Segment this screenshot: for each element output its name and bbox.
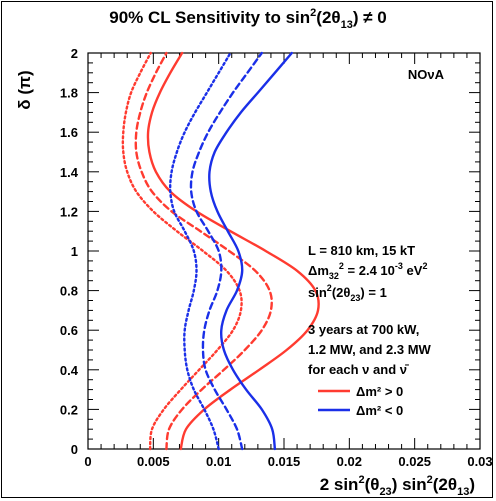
annotation-exposure-3: for each ν and ν̄ — [308, 362, 409, 377]
x-tick-label: 0.01 — [206, 454, 231, 469]
annotation-baseline: L = 810 km, 15 kT — [308, 243, 415, 258]
annotation-exposure-1: 3 years at 700 kW, — [308, 322, 419, 337]
x-tick-label: 0.005 — [137, 454, 170, 469]
annotation-theta23: sin2(2θ23) = 1 — [308, 283, 387, 303]
series-layer — [121, 51, 320, 451]
legend: Δm² > 0 Δm² < 0 — [318, 384, 403, 418]
y-tick-label: 1.8 — [60, 86, 78, 101]
legend-label-inverted: Δm² < 0 — [356, 403, 403, 418]
legend-label-normal: Δm² > 0 — [356, 384, 403, 399]
axis-ticks: 0 0.005 0.01 0.015 0.02 0.025 0.03 0 0.2 0.4 0.6 0.… — [60, 46, 493, 469]
series-line-inverted-solid — [208, 51, 293, 451]
series-line-inverted-dashed — [189, 51, 263, 451]
series-line-inverted-dotted — [168, 51, 232, 451]
x-tick-label: 0.02 — [337, 454, 362, 469]
y-tick-label: 1.4 — [60, 165, 79, 180]
x-tick-label: 0.03 — [467, 454, 492, 469]
y-tick-label: 0.6 — [60, 323, 78, 338]
annotation-exposure-2: 1.2 MW, and 2.3 MW — [308, 342, 432, 357]
y-tick-label: 0.2 — [60, 402, 78, 417]
plot-area — [87, 52, 481, 450]
x-tick-label: 0 — [84, 454, 91, 469]
y-tick-label: 0.4 — [60, 363, 79, 378]
annotation-dm32: Δm322 = 2.4 10-3 eV2 — [308, 261, 427, 281]
y-axis-label: δ (π) — [15, 70, 34, 109]
series-line-normal-dashed — [134, 51, 273, 451]
series-line-normal-solid — [146, 51, 320, 451]
experiment-label: NOνA — [408, 67, 445, 82]
y-tick-label: 0.8 — [60, 284, 78, 299]
y-tick-label: 0 — [71, 442, 78, 457]
y-tick-label: 1.2 — [60, 204, 78, 219]
x-tick-label: 0.015 — [268, 454, 301, 469]
chart-title: 90% CL Sensitivity to sin2(2θ13) ≠ 0 — [109, 7, 387, 31]
series-line-normal-dotted — [121, 51, 243, 451]
y-tick-label: 2 — [71, 46, 78, 61]
y-tick-label: 1 — [71, 244, 78, 259]
x-axis-label: 2 sin2(θ23) sin2(2θ13) — [320, 474, 475, 498]
y-tick-label: 1.6 — [60, 125, 78, 140]
x-tick-label: 0.025 — [398, 454, 431, 469]
